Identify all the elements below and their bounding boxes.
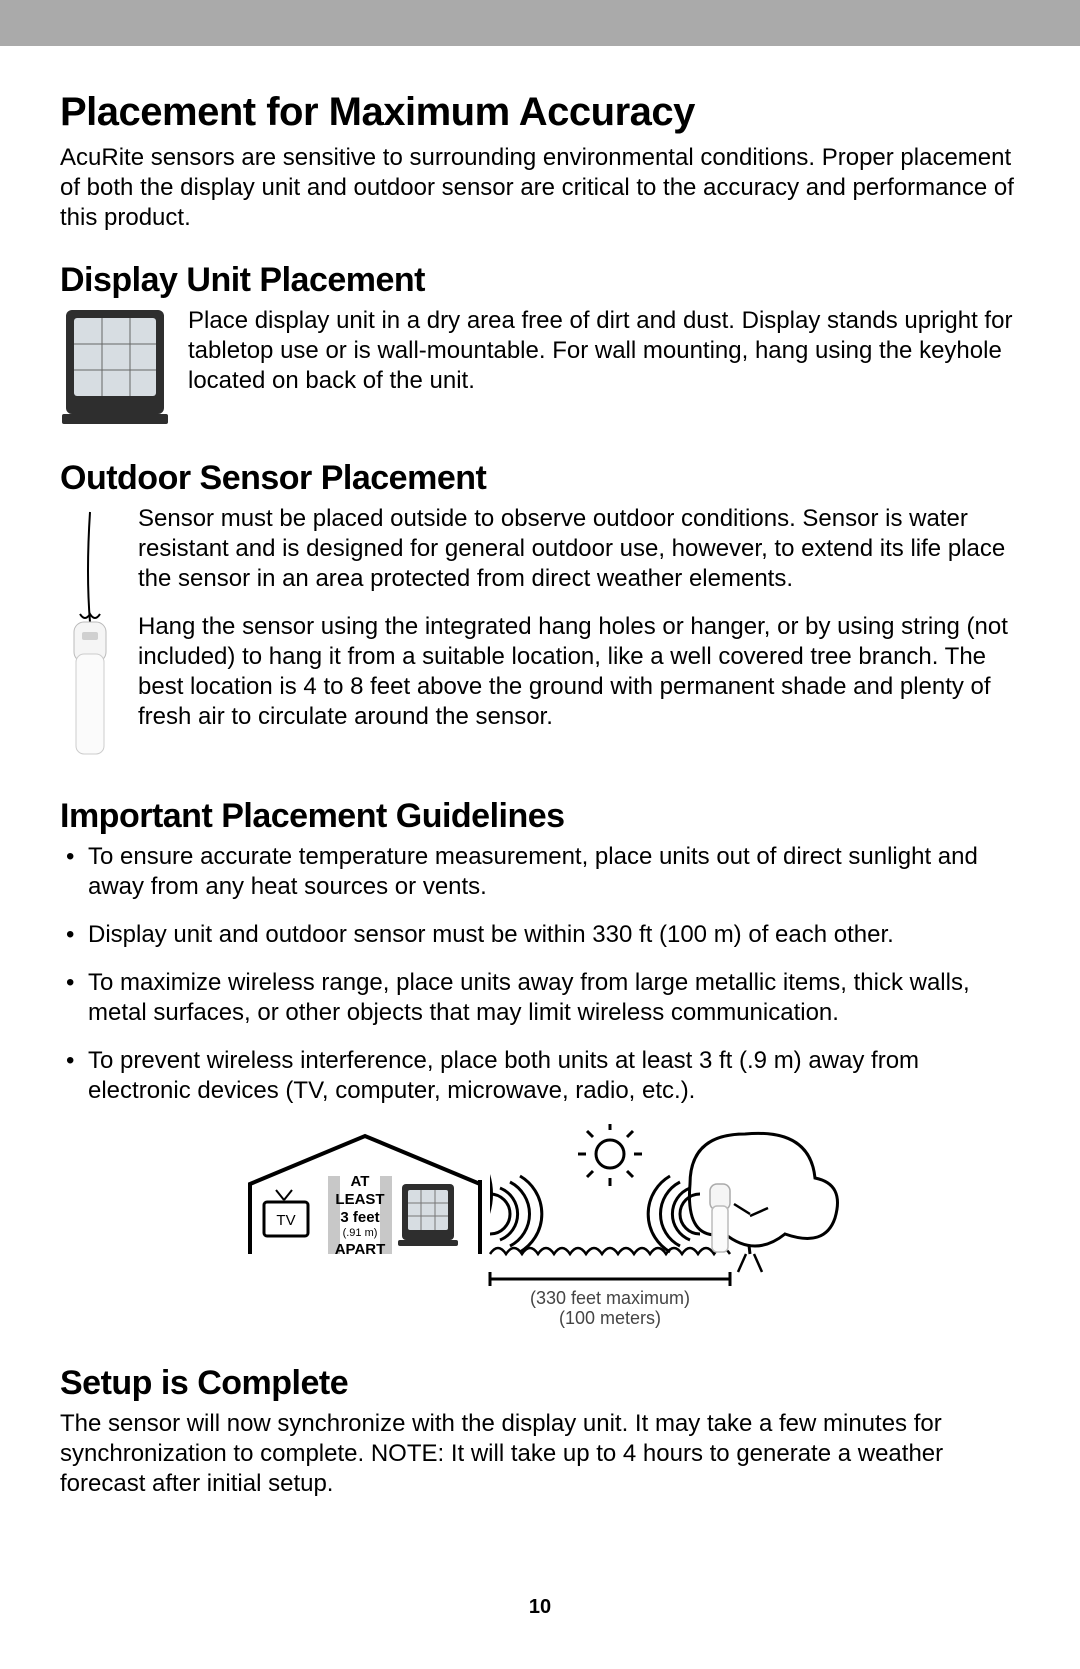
list-item: Display unit and outdoor sensor must be … <box>60 920 1020 950</box>
page-number: 10 <box>0 1596 1080 1619</box>
diagram-tv-label: TV <box>276 1212 295 1229</box>
display-unit-icon <box>60 306 170 431</box>
paragraph-outdoor-sensor-2: Hang the sensor using the integrated han… <box>138 612 1020 732</box>
heading-setup-complete: Setup is Complete <box>60 1364 1020 1403</box>
page-top-bar <box>0 0 1080 46</box>
paragraph-placement-accuracy: AcuRite sensors are sensitive to surroun… <box>60 143 1020 233</box>
paragraph-setup-complete: The sensor will now synchronize with the… <box>60 1409 1020 1499</box>
outdoor-sensor-icon <box>60 504 120 769</box>
paragraph-outdoor-sensor-1: Sensor must be placed outside to observe… <box>138 504 1020 594</box>
guidelines-list: To ensure accurate temperature measureme… <box>60 842 1020 1106</box>
diagram-330ft-label: (330 feet maximum) <box>530 1288 690 1308</box>
heading-display-unit: Display Unit Placement <box>60 261 1020 300</box>
paragraph-display-unit: Place display unit in a dry area free of… <box>188 306 1020 396</box>
heading-placement-accuracy: Placement for Maximum Accuracy <box>60 90 1020 135</box>
list-item: To prevent wireless interference, place … <box>60 1046 1020 1106</box>
manual-page: Placement for Maximum Accuracy AcuRite s… <box>0 0 1080 1669</box>
placement-diagram: TV AT LEAST 3 feet (.91 m) APART <box>60 1124 1020 1354</box>
list-item: To ensure accurate temperature measureme… <box>60 842 1020 902</box>
diagram-apart-label: APART <box>335 1241 386 1258</box>
diagram-at-label: AT <box>351 1173 370 1190</box>
diagram-least-label: LEAST <box>335 1191 384 1208</box>
diagram-91m-label: (.91 m) <box>343 1227 378 1239</box>
diagram-3feet-label: 3 feet <box>340 1209 379 1226</box>
heading-outdoor-sensor: Outdoor Sensor Placement <box>60 459 1020 498</box>
list-item: To maximize wireless range, place units … <box>60 968 1020 1028</box>
heading-guidelines: Important Placement Guidelines <box>60 797 1020 836</box>
diagram-100m-label: (100 meters) <box>559 1308 661 1328</box>
